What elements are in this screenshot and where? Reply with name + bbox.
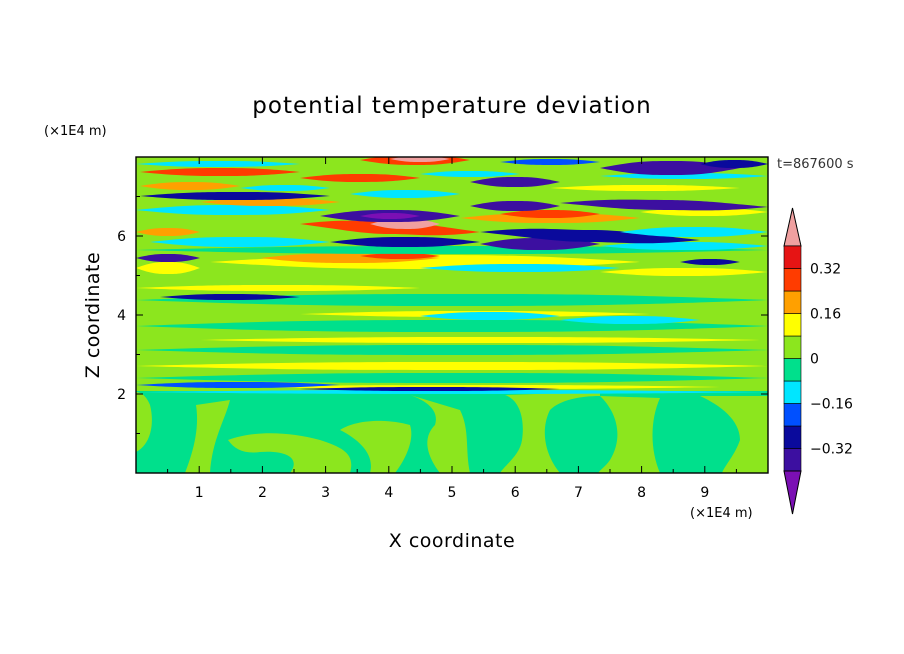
colorbar-band	[783, 380, 802, 404]
contour-band	[600, 242, 768, 250]
x-tick-label: 3	[321, 485, 330, 501]
colorbar-tick-label: −0.32	[810, 442, 853, 458]
contour-band	[136, 161, 300, 167]
y-axis: 2 4 6	[117, 196, 768, 434]
contour-band	[140, 168, 300, 176]
colorbar-tick-label: −0.16	[810, 397, 853, 413]
contour-band	[150, 237, 330, 247]
contour-band	[600, 268, 768, 276]
contour-band	[420, 171, 520, 177]
x-tick-label: 7	[574, 485, 583, 501]
contour-band	[136, 262, 200, 274]
x-tick-label: 2	[258, 485, 267, 501]
time-label: t=867600 s	[777, 157, 854, 172]
x-axis-unit: (×1E4 m)	[690, 506, 753, 521]
boundary-plume	[185, 400, 230, 473]
colorbar-band	[783, 335, 802, 359]
colorbar-band	[783, 358, 802, 382]
colorbar-band	[783, 290, 802, 314]
x-axis-label: X coordinate	[389, 530, 515, 552]
contour-band	[136, 246, 768, 254]
contour-band	[140, 192, 330, 200]
y-tick-label: 2	[117, 387, 126, 403]
contour-band	[500, 159, 600, 165]
contour-band	[136, 205, 330, 215]
colorbar: 0.32 0.16 0 −0.16 −0.32	[783, 207, 853, 515]
colorbar-tick-label: 0	[810, 352, 819, 368]
contour-band	[470, 177, 560, 187]
contour-band	[136, 373, 768, 383]
boundary-plume	[340, 420, 412, 473]
colorbar-max-triangle	[783, 207, 802, 247]
contour-band	[420, 264, 620, 272]
contour-band	[136, 362, 768, 370]
contour-band	[136, 390, 768, 394]
contour-band	[550, 185, 740, 191]
contour-band	[136, 382, 340, 388]
contour-band	[480, 228, 700, 244]
colorbar-band	[783, 425, 802, 449]
boundary-plume	[410, 395, 470, 473]
x-tick-label: 9	[700, 485, 709, 501]
colorbar-band	[783, 448, 802, 472]
x-tick-label: 8	[637, 485, 646, 501]
boundary-plume	[228, 433, 352, 473]
contour-band	[500, 210, 600, 218]
y-tick-label: 6	[117, 229, 126, 245]
x-axis: 1 2 3 4 5 6 7 8 9	[167, 157, 737, 501]
contour-band	[360, 253, 440, 259]
colorbar-band	[783, 313, 802, 337]
contour-band	[620, 227, 768, 237]
x-tick-label: 1	[195, 485, 204, 501]
boundary-plume	[700, 396, 768, 473]
contour-band	[136, 254, 200, 262]
contour-band	[136, 285, 420, 291]
contour-band	[350, 190, 460, 198]
colorbar-min-triangle	[783, 470, 802, 515]
contour-band	[680, 259, 740, 265]
contour-band	[300, 387, 560, 391]
colorbar-band	[783, 268, 802, 292]
contour-band	[560, 199, 768, 211]
x-tick-label: 5	[448, 485, 457, 501]
boundary-plume	[500, 392, 600, 473]
contour-band	[420, 312, 560, 320]
contour-band	[300, 174, 420, 182]
colorbar-tick-label: 0.16	[810, 307, 841, 323]
contour-band	[600, 173, 768, 179]
chart-title: potential temperature deviation	[252, 93, 651, 119]
y-axis-label: Z coordinate	[82, 252, 104, 378]
x-tick-label: 4	[384, 485, 393, 501]
x-tick-label: 6	[511, 485, 520, 501]
colorbar-band	[783, 403, 802, 427]
boundary-plume	[136, 392, 152, 452]
contour-band	[560, 316, 700, 324]
contour-band	[140, 182, 240, 190]
contour-band	[390, 157, 450, 162]
contour-band	[330, 237, 480, 247]
contour-band	[160, 294, 300, 300]
colorbar-tick-label: 0.32	[810, 262, 841, 278]
boundary-plume	[598, 396, 660, 473]
contour-bands	[136, 157, 768, 473]
contour-band	[700, 160, 768, 168]
contour-band	[200, 337, 760, 343]
contour-band	[470, 201, 560, 211]
y-tick-label: 4	[117, 308, 126, 324]
contour-band	[136, 345, 768, 355]
contour-band	[360, 213, 420, 219]
y-axis-unit: (×1E4 m)	[44, 124, 107, 139]
colorbar-band	[783, 245, 802, 269]
contour-band	[136, 228, 200, 236]
contour-band	[240, 185, 330, 191]
